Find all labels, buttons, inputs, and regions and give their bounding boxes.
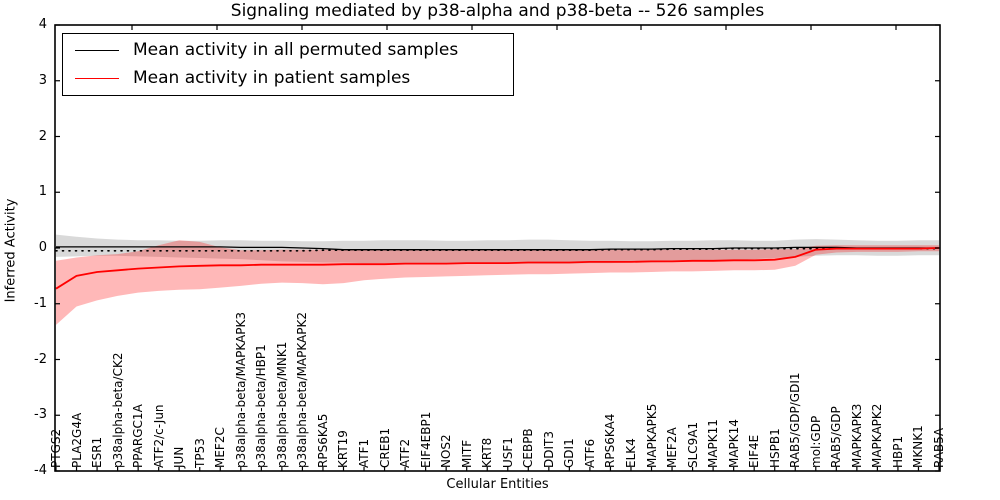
x-tick-label: EIF4EBP1 — [418, 411, 433, 468]
x-tick-label: HSPB1 — [767, 428, 782, 468]
x-tick-label: GDI1 — [562, 438, 577, 468]
y-tick-label: -1 — [34, 295, 47, 311]
y-tick-label: 2 — [38, 128, 47, 144]
x-tick-label: p38alpha-beta/MAPKAPK2 — [295, 312, 310, 468]
x-tick-label: MAPK14 — [726, 419, 741, 468]
x-tick-label: RAB5/GDP/GDI1 — [788, 372, 803, 468]
x-tick-label: MEF2A — [665, 427, 680, 468]
x-tick-label: p38alpha-beta/MAPKAPK3 — [233, 312, 248, 468]
legend-entry-permuted: Mean activity in all permuted samples — [75, 36, 513, 64]
y-tick-label: 1 — [38, 184, 47, 200]
x-tick-label: mol:GDP — [808, 415, 823, 468]
x-tick-label: DDIT3 — [541, 431, 556, 468]
x-tick-label: PTGS2 — [49, 428, 63, 468]
x-tick-label: MAPK11 — [706, 419, 721, 468]
y-tick-label: -4 — [34, 463, 47, 478]
y-tick-label: 4 — [38, 17, 47, 32]
x-tick-label: MAPKAPK2 — [870, 403, 885, 468]
x-tick-label: MITF — [459, 439, 474, 468]
y-tick-label: -3 — [34, 407, 47, 423]
x-tick-label: MAPKAPK5 — [644, 403, 659, 468]
x-tick-label: ATF6 — [582, 438, 597, 468]
legend-label-patient: Mean activity in patient samples — [133, 68, 411, 88]
x-tick-label: RPS6KA4 — [603, 413, 618, 468]
x-tick-label: PPARGC1A — [131, 404, 146, 468]
x-tick-label: EIF4E — [747, 434, 762, 468]
legend-entry-patient: Mean activity in patient samples — [75, 64, 513, 92]
x-tick-label: TP53 — [192, 438, 207, 468]
legend-label-permuted: Mean activity in all permuted samples — [133, 40, 459, 60]
x-tick-label: ATF1 — [357, 438, 372, 468]
x-tick-label: p38alpha-beta/MNK1 — [274, 341, 289, 468]
x-tick-label: ESR1 — [90, 436, 105, 468]
x-tick-label: RPS6KA5 — [315, 413, 330, 468]
x-tick-label: CEBPB — [521, 428, 536, 468]
x-tick-label: p38alpha-beta/HBP1 — [254, 344, 269, 468]
x-tick-label: MAPKAPK3 — [849, 403, 864, 468]
black-line-swatch — [75, 49, 119, 51]
x-tick-label: PLA2G4A — [69, 412, 84, 468]
x-tick-label: CREB1 — [377, 427, 392, 468]
chart-title: Signaling mediated by p38-alpha and p38-… — [230, 1, 765, 21]
x-tick-label: p38alpha-beta/CK2 — [110, 352, 125, 468]
x-tick-label: KRT8 — [480, 437, 495, 468]
x-tick-label: NOS2 — [439, 434, 454, 468]
y-tick-label: 0 — [38, 240, 47, 255]
x-tick-label: JUN — [172, 446, 187, 468]
x-tick-label: MEF2C — [213, 427, 228, 468]
x-tick-label: ATF2/c-Jun — [151, 404, 166, 468]
x-tick-label: SLC9A1 — [685, 421, 700, 468]
legend: Mean activity in all permuted samples Me… — [62, 33, 514, 96]
x-tick-label: ATF2 — [398, 438, 413, 468]
x-tick-label: RAB5/GDP — [829, 406, 844, 468]
y-tick-label: 3 — [38, 72, 47, 88]
x-tick-label: KRT19 — [336, 430, 351, 468]
x-tick-label: USF1 — [500, 437, 515, 468]
red-line-swatch — [75, 77, 119, 79]
x-tick-label: HBP1 — [890, 435, 905, 468]
x-tick-label: MKNK1 — [911, 425, 926, 468]
x-tick-label: ELK4 — [623, 438, 638, 468]
y-tick-label: -2 — [34, 351, 47, 367]
black-mean-line — [56, 246, 939, 251]
x-tick-label: RAB5A — [932, 427, 946, 468]
x-axis-label: Cellular Entities — [446, 477, 549, 492]
red-mean-line — [55, 247, 940, 290]
